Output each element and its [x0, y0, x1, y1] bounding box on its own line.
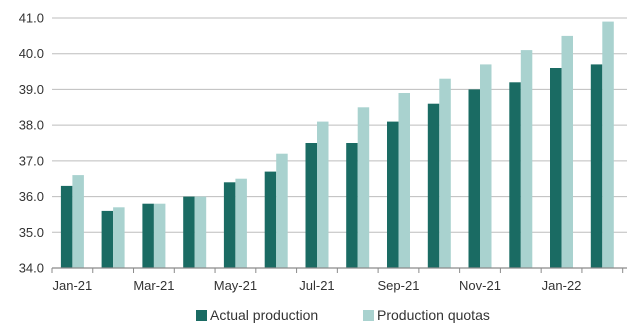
- legend-label-production-quotas: Production quotas: [377, 307, 490, 323]
- y-tick-label: 37.0: [19, 153, 44, 168]
- bar-actual-Oct-21: [427, 103, 440, 268]
- bar-quota-Jan-22: [561, 35, 573, 269]
- bar-actual-Mar-21: [142, 203, 154, 268]
- y-tick-label: 39.0: [19, 82, 44, 97]
- bars: [60, 21, 614, 269]
- y-tick-label: 36.0: [19, 189, 44, 204]
- bar-actual-May-21: [223, 182, 236, 268]
- bar-quota-Sep-21: [398, 93, 410, 268]
- bar-quota-Jul-21: [317, 121, 329, 268]
- bar-actual-Jan-22: [550, 68, 562, 268]
- x-tick-label: Nov-21: [459, 278, 501, 293]
- bar-quota-Nov-21: [480, 64, 492, 269]
- bar-actual-Feb-22: [590, 64, 603, 269]
- gridlines: [52, 17, 627, 233]
- bar-actual-Apr-21: [183, 196, 195, 268]
- bar-quota-Mar-21: [153, 203, 166, 268]
- bar-actual-Sep-21: [387, 121, 399, 268]
- legend: Actual production Production quotas: [196, 307, 490, 323]
- y-tick-label: 38.0: [19, 118, 44, 133]
- x-tick-label: Jan-22: [542, 278, 582, 293]
- y-tick-label: 41.0: [19, 11, 44, 26]
- legend-label-actual-production: Actual production: [210, 307, 318, 323]
- bar-quota-Jan-21: [72, 175, 84, 268]
- bar-quota-Aug-21: [357, 107, 370, 268]
- x-tick-label: Mar-21: [133, 278, 174, 293]
- y-tick-label: 34.0: [19, 261, 44, 276]
- bar-quota-Feb-22: [602, 21, 614, 268]
- bar-quota-Dec-21: [520, 50, 533, 268]
- bar-actual-Feb-21: [101, 210, 114, 268]
- bar-actual-Jun-21: [264, 171, 277, 268]
- y-axis: 34.0 35.0 36.0 37.0 38.0 39.0 40.0 41.0: [19, 11, 44, 276]
- bar-quota-Oct-21: [439, 78, 451, 268]
- x-tick-label: Jul-21: [299, 278, 334, 293]
- bar-actual-Jul-21: [305, 143, 317, 268]
- bar-actual-Aug-21: [346, 143, 358, 268]
- legend-swatch-production-quotas: [363, 310, 374, 321]
- y-tick-label: 35.0: [19, 225, 44, 240]
- bar-quota-Apr-21: [194, 196, 207, 268]
- bar-actual-Jan-21: [60, 185, 73, 268]
- bar-quota-May-21: [235, 178, 247, 268]
- x-tick-label: May-21: [214, 278, 257, 293]
- bar-quota-Feb-21: [113, 207, 125, 268]
- bar-quota-Jun-21: [276, 153, 288, 268]
- x-tick-label: Jan-21: [53, 278, 93, 293]
- legend-swatch-actual-production: [196, 310, 207, 321]
- bar-actual-Dec-21: [509, 82, 521, 268]
- bar-actual-Nov-21: [468, 89, 480, 269]
- x-tick-label: Sep-21: [378, 278, 420, 293]
- y-tick-label: 40.0: [19, 46, 44, 61]
- x-axis: Jan-21 Mar-21 May-21 Jul-21 Sep-21 Nov-21 Jan-…: [51, 267, 627, 293]
